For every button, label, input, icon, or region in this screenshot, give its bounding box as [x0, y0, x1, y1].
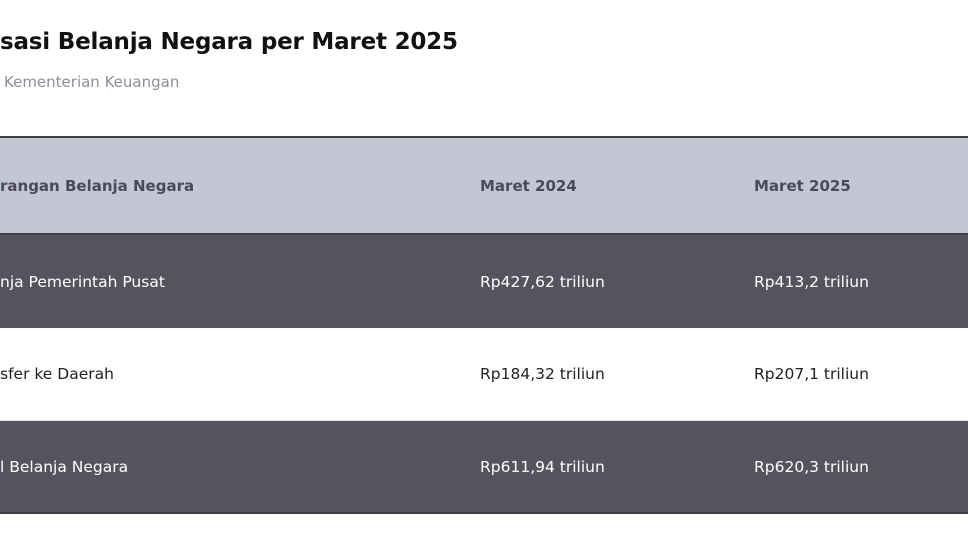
column-header: Maret 2025 — [754, 176, 851, 195]
column-header: Maret 2024 — [480, 176, 577, 195]
table-cell: Rp207,1 triliun — [754, 365, 869, 383]
table-cell: Rp413,2 triliun — [754, 272, 869, 291]
table-cell: Rp611,94 triliun — [480, 457, 605, 476]
table-row: l Belanja Negara Rp611,94 triliun Rp620,… — [0, 421, 968, 514]
table-cell: Rp184,32 triliun — [480, 365, 605, 383]
column-header: rangan Belanja Negara — [0, 176, 195, 195]
data-table: rangan Belanja Negara Maret 2024 Maret 2… — [0, 136, 968, 514]
table-cell: Rp620,3 triliun — [754, 457, 869, 476]
table-cell: nja Pemerintah Pusat — [0, 272, 165, 291]
table-row: nja Pemerintah Pusat Rp427,62 triliun Rp… — [0, 235, 968, 328]
table-cell: sfer ke Daerah — [0, 365, 114, 383]
table-header: rangan Belanja Negara Maret 2024 Maret 2… — [0, 136, 968, 235]
table-cell: Rp427,62 triliun — [480, 272, 605, 291]
page-title: sasi Belanja Negara per Maret 2025 — [0, 29, 458, 55]
table-row: sfer ke Daerah Rp184,32 triliun Rp207,1 … — [0, 328, 968, 421]
source-caption: Kementerian Keuangan — [4, 73, 180, 91]
table-cell: l Belanja Negara — [0, 457, 129, 476]
